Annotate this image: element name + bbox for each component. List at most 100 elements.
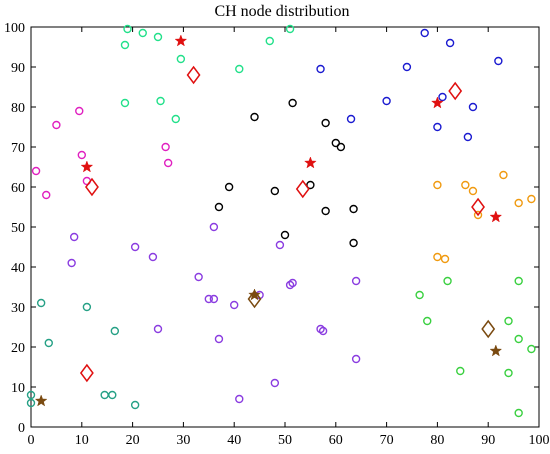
ch-star-marker: [431, 96, 444, 109]
sensor-node-point: [316, 64, 325, 74]
ch-diamond-marker: [295, 179, 310, 199]
data-points: [26, 24, 536, 418]
y-tick-label: 100: [4, 21, 25, 36]
sensor-node-point: [75, 106, 84, 116]
sensor-node-point: [163, 158, 173, 168]
ch-star-marker: [248, 288, 261, 301]
sensor-node-point: [288, 278, 297, 288]
sensor-node-point: [275, 240, 285, 250]
sensor-node-point: [415, 290, 424, 300]
sensor-node-point: [420, 28, 429, 38]
sensor-node-point: [77, 150, 87, 160]
sensor-node-point: [138, 28, 147, 38]
sensor-node-point: [456, 366, 465, 376]
sensor-node-point: [204, 294, 214, 304]
sensor-node-point: [331, 138, 340, 148]
sensor-node-point: [31, 166, 41, 176]
ch-star-marker: [174, 34, 188, 47]
y-tick-label: 30: [11, 301, 25, 316]
sensor-node-point: [321, 118, 330, 128]
sensor-node-point: [209, 294, 219, 304]
ch-diamond-marker: [79, 363, 94, 383]
sensor-node-point: [445, 38, 455, 48]
x-tick-label: 20: [126, 433, 140, 448]
sensor-node-point: [288, 98, 297, 108]
sensor-node-point: [69, 232, 79, 242]
sensor-node-point: [514, 276, 523, 286]
sensor-node-point: [67, 258, 76, 268]
sensor-node-point: [156, 96, 165, 106]
sensor-node-point: [130, 242, 140, 252]
sensor-node-point: [123, 24, 132, 34]
ch-star-marker: [34, 394, 48, 407]
ch-star-marker: [489, 344, 503, 357]
sensor-node-point: [148, 252, 158, 262]
sensor-node-point: [527, 194, 536, 204]
chart-title: CH node distribution: [214, 3, 349, 20]
sensor-node-point: [433, 122, 442, 132]
sensor-node-point: [120, 98, 130, 108]
sensor-node-point: [153, 32, 163, 42]
sensor-node-point: [438, 92, 447, 102]
ch-diamond-marker: [481, 319, 496, 339]
y-tick-label: 90: [11, 61, 25, 76]
sensor-node-point: [321, 206, 330, 216]
sensor-node-point: [130, 400, 140, 410]
ch-star-marker: [489, 210, 503, 223]
sensor-node-point: [100, 390, 109, 400]
sensor-node-point: [514, 198, 523, 208]
sensor-node-point: [349, 204, 358, 214]
sensor-node-point: [504, 368, 513, 378]
x-tick-label: 0: [28, 433, 35, 448]
sensor-node-point: [433, 180, 442, 190]
sensor-node-point: [423, 316, 432, 326]
y-tick-label: 20: [11, 341, 25, 356]
ch-star-marker: [304, 156, 317, 169]
sensor-node-point: [82, 302, 92, 312]
ch-diamond-marker: [186, 65, 201, 85]
x-tick-label: 10: [75, 433, 89, 448]
sensor-node-point: [433, 252, 442, 262]
y-tick-label: 70: [11, 141, 25, 156]
sensor-node-point: [514, 334, 523, 344]
sensor-node-point: [36, 298, 46, 308]
y-tick-label: 0: [18, 421, 25, 436]
sensor-node-point: [306, 180, 315, 190]
sensor-node-point: [351, 354, 361, 364]
ch-diamond-marker: [448, 81, 463, 101]
y-tick-label: 60: [11, 181, 25, 196]
sensor-node-point: [440, 254, 450, 264]
sensor-node-point: [463, 132, 473, 142]
ch-diamond-marker: [85, 177, 99, 197]
y-tick-label: 50: [11, 221, 25, 236]
y-tick-label: 40: [11, 261, 25, 276]
sensor-node-point: [473, 210, 483, 220]
sensor-node-point: [176, 54, 186, 64]
sensor-node-point: [443, 276, 452, 286]
sensor-node-point: [351, 276, 361, 286]
sensor-node-point: [224, 182, 234, 192]
sensor-node-point: [235, 64, 244, 74]
sensor-node-point: [402, 62, 412, 72]
sensor-node-point: [250, 112, 259, 122]
sensor-node-point: [265, 36, 274, 46]
sensor-node-point: [42, 190, 51, 200]
sensor-node-point: [44, 338, 53, 348]
sensor-node-point: [514, 408, 523, 418]
sensor-node-point: [346, 114, 356, 124]
sensor-node-point: [270, 186, 280, 196]
sensor-node-point: [214, 202, 224, 212]
ch-star-marker: [80, 160, 94, 173]
x-tick-label: 50: [278, 433, 292, 448]
x-tick-label: 80: [430, 433, 444, 448]
sensor-node-point: [499, 170, 508, 180]
sensor-node-point: [153, 324, 163, 334]
sensor-node-point: [108, 390, 117, 400]
x-tick-label: 90: [481, 433, 495, 448]
x-axis: 0 10 20 30 40 50 60 70 80 90 100: [28, 27, 550, 448]
sensor-node-point: [26, 390, 36, 400]
sensor-node-point: [270, 378, 280, 388]
sensor-node-point: [527, 344, 536, 354]
x-tick-label: 60: [329, 433, 343, 448]
sensor-node-point: [209, 222, 219, 232]
